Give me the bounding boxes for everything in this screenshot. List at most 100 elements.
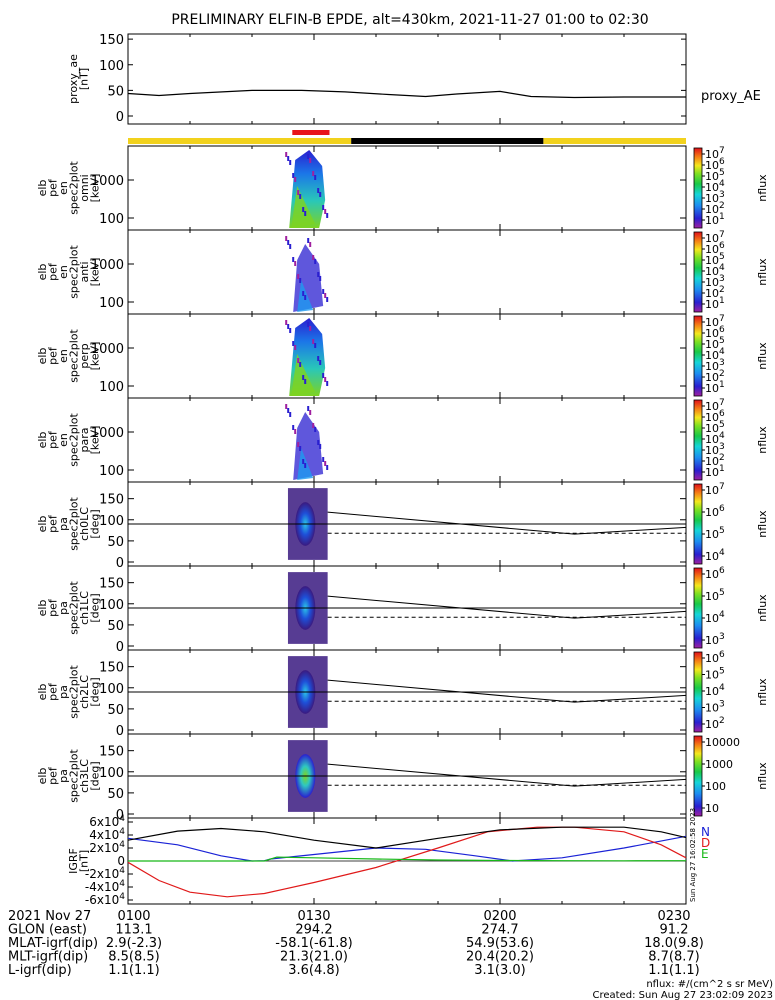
spectrogram-pixel xyxy=(302,459,305,464)
igrf-side-stamp: Sun Aug 27 16:02:58 2023 xyxy=(689,808,697,902)
y-tick-label: 150 xyxy=(99,577,124,592)
spectrogram-pixel xyxy=(324,293,327,298)
proxy-ae-ylabel: proxy_ae[nT] xyxy=(67,54,91,104)
y-tick-label: 50 xyxy=(107,535,124,550)
y-tick-label: 0 xyxy=(116,556,124,571)
colorbar-tick-label: 105 xyxy=(705,667,725,682)
footer-created: Created: Sun Aug 27 23:02:09 2023 xyxy=(593,990,773,1000)
igrf-side-stamp-text: Sun Aug 27 16:02:58 2023 xyxy=(689,808,697,902)
ylabel-line: pef xyxy=(46,766,59,785)
ylabel-line: para xyxy=(78,428,91,453)
ephemeris-label: 2021 Nov 27 xyxy=(8,909,91,924)
colorbar-label: nflux xyxy=(756,174,769,202)
colorbar-tick-label: 101 xyxy=(705,296,725,311)
spectrogram-pixel xyxy=(297,274,300,279)
spectrogram-pixel xyxy=(287,408,290,413)
orbit-segment-sunlit xyxy=(128,138,352,144)
spectrogram-pixel xyxy=(319,360,322,365)
ylabel-line: elb xyxy=(36,432,49,449)
spectrogram-pixel xyxy=(324,377,327,382)
ylabel-line: [deg] xyxy=(88,593,101,622)
colorbar-tick-label: 104 xyxy=(705,610,725,625)
ephemeris-value: 0230 xyxy=(657,909,690,924)
spectrogram-pixel xyxy=(307,322,310,327)
spectrogram-pixel xyxy=(317,188,320,193)
colorbar-label: nflux xyxy=(756,594,769,622)
colorbar-tick-label: 102 xyxy=(705,716,725,731)
ephemeris-value: 0130 xyxy=(297,909,330,924)
spectrogram-pixel xyxy=(294,345,297,350)
colorbar-tick-label: 107 xyxy=(705,230,725,245)
colorbar-tick-label: 101 xyxy=(705,212,725,227)
colorbar-tick-label: 105 xyxy=(705,336,725,351)
ephemeris-value: 3.1(3.0) xyxy=(474,963,526,978)
colorbar-energy_perp xyxy=(693,315,703,397)
spectrogram-pixel xyxy=(299,278,302,283)
ylabel-line: spec2plot xyxy=(67,497,80,551)
spectrogram-pixel xyxy=(307,154,310,159)
spectrogram-pixel xyxy=(319,192,322,197)
y-tick-label: 100 xyxy=(99,598,124,613)
spectrogram-pixel xyxy=(289,160,292,165)
ylabel-line: [keV] xyxy=(88,342,101,371)
y-tick-label: 100 xyxy=(99,212,124,227)
colorbar-label: nflux xyxy=(756,678,769,706)
ylabel-line: ch1LC xyxy=(78,591,91,625)
ylabel-line: pef xyxy=(46,346,59,365)
spectrogram-pixel xyxy=(319,276,322,281)
spectrogram-pixel xyxy=(322,205,325,210)
ylabel-line: pef xyxy=(46,682,59,701)
y-tick-label: 50 xyxy=(107,703,124,718)
ephemeris-label: MLT-igrf(dip) xyxy=(8,950,88,965)
ylabel-line: [keV] xyxy=(88,426,101,455)
spectrogram-pixel xyxy=(297,442,300,447)
spectrogram-pixel xyxy=(322,457,325,462)
ylabel-line: elb xyxy=(36,516,49,533)
colorbar-energy_omni xyxy=(693,147,703,229)
ephemeris-value: 3.6(4.8) xyxy=(288,963,340,978)
loss-cone-line xyxy=(327,595,687,619)
ylabel-line: en xyxy=(57,433,70,447)
footer-units: nflux: #/(cm^2 s sr MeV) xyxy=(646,979,773,990)
ephemeris-label: GLON (east) xyxy=(8,923,87,938)
y-tick-label: 150 xyxy=(99,745,124,760)
ylabel-line: ch0LC xyxy=(78,507,91,541)
colorbar-tick-label: 103 xyxy=(705,358,725,373)
proxy-ae-line xyxy=(127,89,686,99)
ylabel-line: pef xyxy=(46,514,59,533)
y-tick-label: 100 xyxy=(99,296,124,311)
ylabel-line: IGRF xyxy=(67,848,80,874)
y-tick-label: 100 xyxy=(99,682,124,697)
spectrogram-pixel xyxy=(326,381,329,386)
spectrogram-pixel xyxy=(314,427,317,432)
ylabel-line: pef xyxy=(46,598,59,617)
colorbar-tick-label: 105 xyxy=(705,420,725,435)
y-tick-label: 50 xyxy=(107,84,124,99)
colorbar-tick-label: 102 xyxy=(705,453,725,468)
colorbar-tick-label: 104 xyxy=(705,347,725,362)
colorbar-tick-label: 10000 xyxy=(705,736,740,749)
spectrogram-pixel xyxy=(317,440,320,445)
y-tick-label: 0 xyxy=(116,724,124,739)
spectrogram-pixel xyxy=(314,343,317,348)
spectrogram-pixel xyxy=(297,190,300,195)
ephemeris-label: MLAT-igrf(dip) xyxy=(8,936,98,951)
ephemeris-value: 1.1(1.1) xyxy=(648,963,700,978)
spectrogram-pixel xyxy=(287,156,290,161)
y-tick-label: 0 xyxy=(116,808,124,823)
colorbar-tick-label: 104 xyxy=(705,548,725,563)
colorbar-tick-label: 105 xyxy=(705,252,725,267)
ylabel-line: omni xyxy=(78,174,91,201)
orbit-segment-eclipse xyxy=(351,138,544,144)
ephemeris-value: 54.9(53.6) xyxy=(466,936,534,951)
spectrogram-pixel xyxy=(289,412,292,417)
spectrogram-pixel xyxy=(304,379,307,384)
ylabel-line: elb xyxy=(36,180,49,197)
